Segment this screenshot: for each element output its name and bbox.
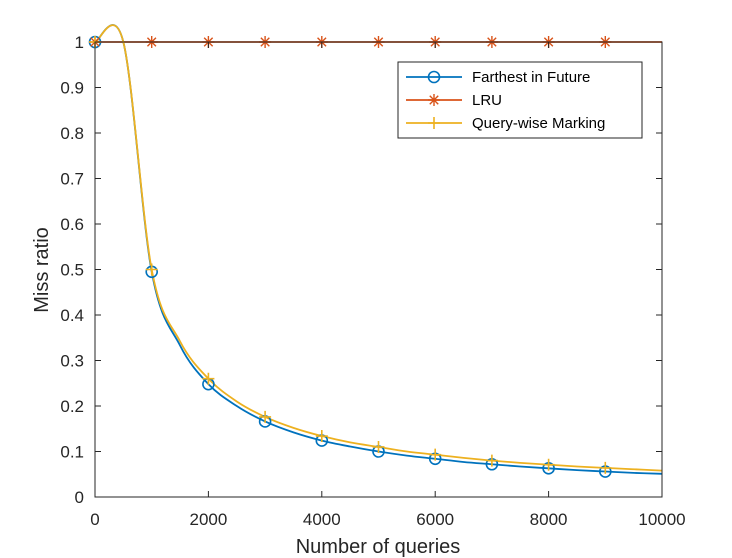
series-3-marker (259, 410, 272, 423)
legend-label-3: Query-wise Marking (472, 115, 605, 132)
x-axis-label: Number of queries (296, 536, 461, 558)
legend-marker-2 (428, 94, 440, 106)
y-tick-label: 0.9 (60, 79, 84, 98)
x-tick-label: 4000 (303, 510, 341, 529)
x-tick-label: 10000 (638, 510, 685, 529)
series-3-marker (485, 454, 498, 467)
legend: Farthest in Future LRU Query-wise Marking (397, 61, 643, 139)
y-axis-label: Miss ratio (31, 227, 53, 313)
series-3-marker (315, 430, 328, 443)
y-tick-label: 0 (75, 488, 84, 507)
x-tick-label: 6000 (416, 510, 454, 529)
series-3-marker (202, 372, 215, 385)
series-3-marker (372, 440, 385, 453)
y-tick-label: 0.6 (60, 215, 84, 234)
legend-marker-3 (428, 117, 440, 129)
legend-label-2: LRU (472, 92, 502, 109)
y-tick-label: 0.7 (60, 170, 84, 189)
series-line-3 (94, 24, 663, 472)
y-tick-label: 0.8 (60, 124, 84, 143)
series-3-marker (145, 263, 158, 276)
series-line-1 (94, 24, 663, 475)
legend-label-1: Farthest in Future (472, 69, 590, 86)
x-tick-label: 8000 (530, 510, 568, 529)
y-tick-label: 0.4 (60, 306, 84, 325)
y-tick-label: 0.5 (60, 261, 84, 280)
x-tick-label: 0 (90, 510, 99, 529)
legend-marker-1 (427, 70, 441, 84)
series-3-marker (542, 458, 555, 471)
y-tick-label: 0.3 (60, 352, 84, 371)
series-3-marker (429, 448, 442, 461)
y-tick-label: 0.2 (60, 397, 84, 416)
y-tick-label: 1 (75, 33, 84, 52)
series-3-marker (599, 461, 612, 474)
ticks: 0 2000 4000 6000 8000 10000 0 0.1 0.2 0.3 0.4 0.5 0.… (60, 33, 685, 529)
x-tick-label: 2000 (189, 510, 227, 529)
y-tick-label: 0.1 (60, 443, 84, 462)
